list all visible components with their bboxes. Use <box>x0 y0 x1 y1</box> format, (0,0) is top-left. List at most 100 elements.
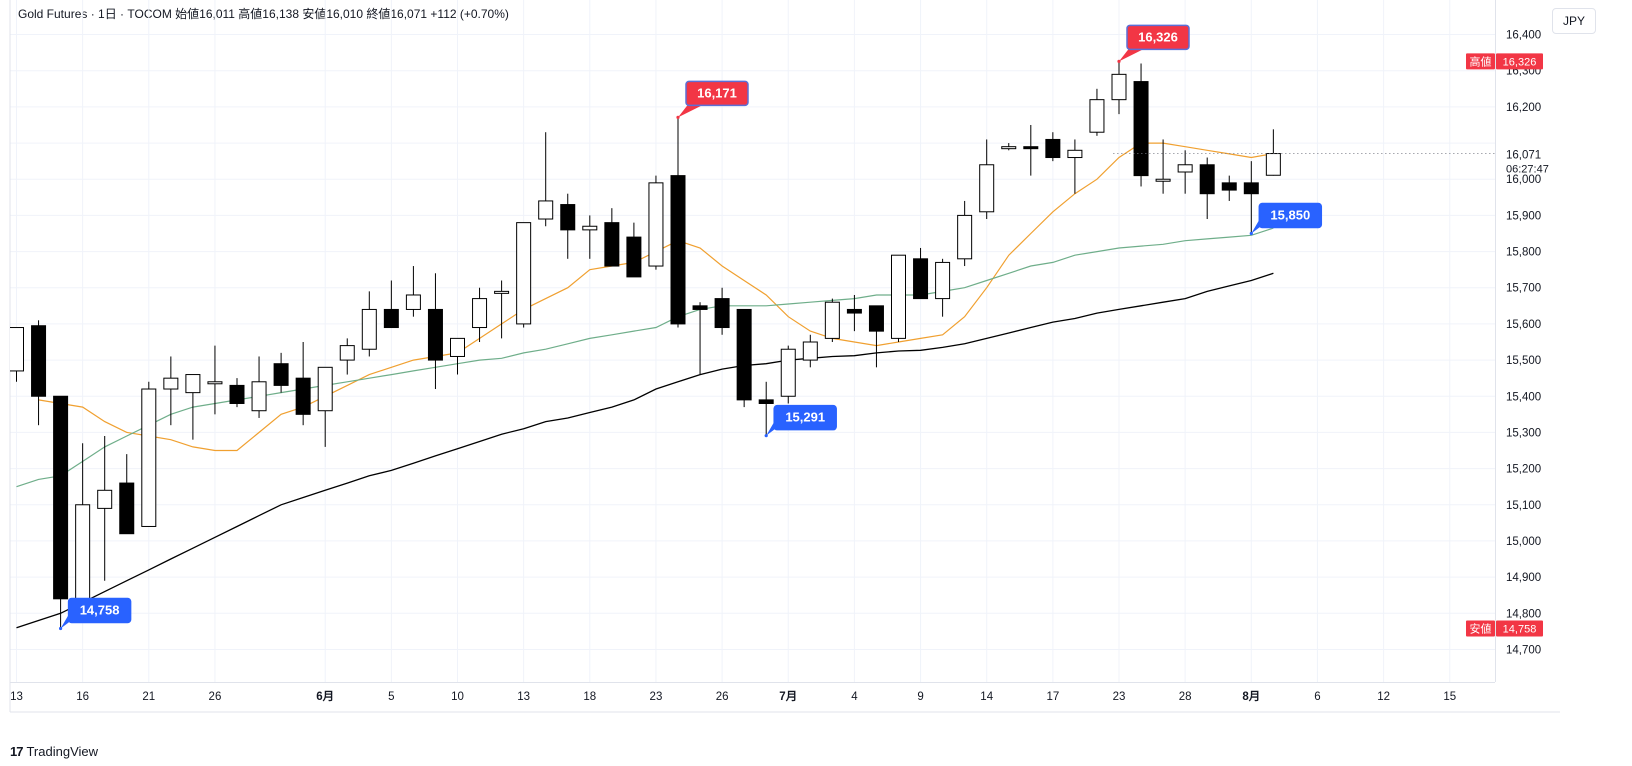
candle-body <box>604 222 620 267</box>
candle <box>846 294 862 332</box>
candle-body <box>119 482 135 535</box>
x-tick-label: 26 <box>209 691 222 703</box>
candle-body <box>626 236 642 278</box>
high-callout: 16,326 <box>1117 24 1190 63</box>
candle-body <box>736 308 752 401</box>
axis-badge-value-bg <box>1496 53 1543 70</box>
y-tick-label: 15,300 <box>1506 427 1541 439</box>
candle <box>736 308 752 408</box>
y-tick-label: 15,000 <box>1506 536 1541 548</box>
candle <box>31 320 47 426</box>
candle-body <box>846 308 862 314</box>
candle <box>824 298 840 342</box>
candle-body <box>1265 153 1281 176</box>
x-tick-label: 8月 <box>1242 690 1260 703</box>
candle <box>472 287 488 342</box>
last-price-label: 16,071 <box>1506 150 1541 162</box>
axis-badge-tag-bg <box>1466 620 1495 637</box>
x-tick-label: 6 <box>1314 691 1320 703</box>
tradingview-branding[interactable]: 17 TradingView <box>10 744 98 759</box>
candle <box>273 352 289 393</box>
candle <box>626 222 642 278</box>
y-tick-label: 14,900 <box>1506 572 1541 584</box>
callout-box <box>1126 24 1190 51</box>
candle <box>427 273 443 390</box>
candle-body <box>1221 182 1237 191</box>
x-tick-label: 21 <box>142 691 155 703</box>
y-tick-label: 15,100 <box>1506 500 1541 512</box>
candle-body <box>1177 164 1193 173</box>
candle-body <box>10 327 24 372</box>
candle <box>10 327 24 382</box>
x-tick-label: 23 <box>650 691 663 703</box>
candle <box>758 381 774 436</box>
x-tick-label: 6月 <box>316 690 334 703</box>
x-tick-label: 9 <box>917 691 923 703</box>
y-tick-label: 16,400 <box>1506 30 1541 42</box>
candle-body <box>935 261 951 300</box>
callout-box <box>685 80 749 107</box>
candle-body <box>163 377 179 390</box>
candle-body <box>472 298 488 329</box>
callout-label: 15,291 <box>785 410 825 425</box>
y-tick-label: 15,400 <box>1506 391 1541 403</box>
candle-body <box>957 214 973 260</box>
candle-body <box>1243 182 1259 195</box>
candle <box>979 139 995 220</box>
candle-body <box>273 363 289 386</box>
x-tick-label: 18 <box>583 691 596 703</box>
axis-badge-value: 16,326 <box>1503 56 1537 68</box>
candle <box>141 381 157 527</box>
candle-body <box>317 366 333 412</box>
candle <box>1199 157 1215 220</box>
candle <box>1221 175 1237 201</box>
candle <box>450 337 465 375</box>
candle-body <box>560 204 576 231</box>
candle-body <box>979 164 995 213</box>
candle-body <box>692 305 708 310</box>
candle-body <box>229 384 245 404</box>
candle-body <box>868 305 884 332</box>
currency-button[interactable]: JPY <box>1552 8 1596 34</box>
candle <box>383 280 399 329</box>
y-tick-label: 16,000 <box>1506 174 1541 186</box>
y-tick-label: 14,700 <box>1506 644 1541 656</box>
candle <box>119 454 135 535</box>
moving-average-line-ma-mid <box>16 227 1274 488</box>
x-tick-label: 4 <box>851 691 858 703</box>
candle-body <box>1001 146 1017 150</box>
y-tick-label: 15,500 <box>1506 355 1541 367</box>
chart-header: Gold Futures · 1日 · TOCOM 始値16,011 高値16,… <box>18 7 509 21</box>
x-tick-label: 12 <box>1377 691 1390 703</box>
candle-body <box>31 325 47 397</box>
x-tick-label: 15 <box>1443 691 1456 703</box>
candle <box>868 305 884 368</box>
x-tick-label: 7月 <box>779 690 797 703</box>
y-tick-label: 16,200 <box>1506 102 1541 114</box>
candle-body <box>516 222 532 325</box>
x-tick-label: 14 <box>980 691 993 703</box>
candle-body <box>1155 178 1171 182</box>
candle-body <box>780 348 796 397</box>
candle <box>1155 139 1171 194</box>
candle <box>229 378 245 408</box>
candle-body <box>295 377 311 415</box>
axis-badge-value: 14,758 <box>1503 623 1537 635</box>
candle <box>935 258 951 317</box>
y-tick-label: 14,800 <box>1506 608 1541 620</box>
candle <box>604 208 620 267</box>
candle <box>714 287 730 335</box>
axis-badge-tag: 高値 <box>1470 54 1492 68</box>
candle <box>560 193 576 259</box>
x-tick-label: 17 <box>1046 691 1059 703</box>
candle <box>1001 143 1017 151</box>
candle <box>1067 139 1083 194</box>
candle-body <box>427 308 443 361</box>
tradingview-logo-icon: 17 <box>10 744 24 759</box>
high-callout: 16,171 <box>676 80 749 119</box>
candle <box>516 222 532 328</box>
x-tick-label: 13 <box>517 691 530 703</box>
callout-label: 16,171 <box>697 85 737 100</box>
callout-label: 16,326 <box>1138 29 1178 44</box>
